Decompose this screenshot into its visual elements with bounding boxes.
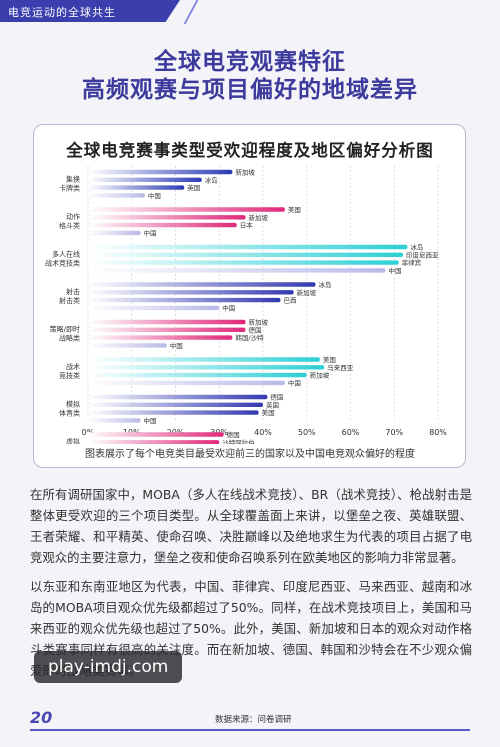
bar <box>88 357 320 362</box>
bar-country-label: 中国 <box>144 228 157 237</box>
category-label: 格斗类 <box>59 221 80 230</box>
category-label: 战略类 <box>59 334 80 343</box>
bar <box>88 343 167 348</box>
bar <box>88 244 408 250</box>
bar <box>88 418 141 423</box>
category-label: 虚拟 <box>66 437 80 444</box>
bar-country-label: 冰岛 <box>319 280 332 289</box>
x-tick-label: 50% <box>298 428 316 437</box>
category-label: 战术竞技类 <box>45 259 80 268</box>
bar-country-label: 中国 <box>222 303 235 312</box>
bar <box>88 305 220 311</box>
footer-divider <box>30 729 470 731</box>
bar-country-label: 新加坡 <box>297 288 317 297</box>
bar-country-label: 韩国/沙特 <box>235 333 264 342</box>
category-label: 卡牌类 <box>59 184 80 193</box>
bar-country-label: 德国 <box>249 325 262 334</box>
chart-caption: 图表展示了每个电竞类目最受欢迎前三的国家以及中国电竞观众偏好的程度 <box>85 449 415 460</box>
bar <box>88 372 307 378</box>
bar <box>88 260 399 265</box>
bar <box>88 177 202 182</box>
bar <box>88 193 145 198</box>
x-tick-label: 0% <box>82 428 95 437</box>
bar-country-label: 德国 <box>227 430 240 439</box>
bar-country-label: 美国 <box>323 355 336 364</box>
bar-country-label: 中国 <box>148 191 161 200</box>
bar <box>88 290 294 295</box>
category-label: 体育类 <box>59 409 80 418</box>
category-label: 多人在线 <box>52 250 80 259</box>
bar-country-label: 日本 <box>240 221 254 230</box>
category-label: 射击类 <box>59 296 80 305</box>
bar <box>88 230 141 236</box>
bar <box>88 222 237 228</box>
bar-country-label: 新加坡 <box>249 318 269 327</box>
bar <box>88 185 185 190</box>
bar <box>88 380 285 386</box>
bar <box>88 319 246 325</box>
bar <box>88 402 263 407</box>
section-tab <box>0 0 180 22</box>
x-tick-label: 40% <box>254 428 272 437</box>
category-label: 集换 <box>66 175 80 184</box>
page-heading-line2: 高频观赛与项目偏好的地域差异 <box>82 77 418 103</box>
x-tick-label: 60% <box>342 428 360 437</box>
bar-country-label: 冰岛 <box>205 175 218 184</box>
bar-country-label: 巴西 <box>284 297 298 305</box>
bar <box>88 215 246 220</box>
bar-country-label: 英国 <box>187 183 200 192</box>
bar-country-label: 德国 <box>270 393 283 402</box>
header-band: 电竞运动的全球共生 <box>0 0 500 26</box>
bar-country-label: 菲律宾 <box>402 258 422 267</box>
bar <box>88 207 285 212</box>
data-source: 数据来源：问卷调研 <box>215 715 292 725</box>
page-number: 20 <box>30 708 53 727</box>
bar-country-label: 冰岛 <box>410 243 423 252</box>
bar-country-label: 印度尼西亚 <box>406 250 439 259</box>
bar <box>88 282 316 287</box>
bar-country-label: 新加坡 <box>235 168 255 177</box>
category-label: 射击 <box>66 287 80 296</box>
x-tick-label: 70% <box>385 428 403 437</box>
page-heading-line1: 全球电竞观赛特征 <box>154 49 346 75</box>
section-title: 电竞运动的全球共生 <box>8 6 116 19</box>
x-tick-label: 80% <box>429 428 447 437</box>
bar-country-label: 新加坡 <box>249 213 269 222</box>
bar <box>88 432 224 437</box>
bar-country-label: 美国 <box>262 408 275 417</box>
bar <box>88 297 281 303</box>
watermark-badge: play-imdj.com <box>34 651 183 683</box>
bar <box>88 440 220 444</box>
category-label: 模拟 <box>66 400 80 409</box>
bar-country-label: 沙特阿拉伯 <box>222 438 255 444</box>
bar-country-label: 英国 <box>266 400 279 409</box>
bar-country-label: 中国 <box>170 341 183 350</box>
bar-country-label: 新加坡 <box>310 371 330 380</box>
bar <box>88 394 268 400</box>
bar-country-label: 中国 <box>144 416 157 425</box>
bar-country-label: 中国 <box>288 378 301 387</box>
category-label: 动作 <box>66 212 80 221</box>
category-label: 竞技类 <box>59 371 80 380</box>
bar <box>88 410 259 415</box>
bar <box>88 252 403 257</box>
bar-chart: 0%10%20%30%40%50%60%70%80%集换卡牌类新加坡冰岛英国中国… <box>45 166 447 444</box>
bar <box>88 268 386 273</box>
bar <box>88 335 233 340</box>
bar-country-label: 马来西亚 <box>327 364 354 372</box>
bar-country-label: 中国 <box>389 266 402 275</box>
bar <box>88 327 246 332</box>
category-label: 战术 <box>66 362 80 371</box>
body-paragraph-1: 在所有调研国家中，MOBA（多人在线战术竞技）、BR（战术竞技）、枪战射击是整体… <box>30 487 472 565</box>
bar <box>88 365 325 370</box>
category-label: 策略/即时 <box>50 325 80 334</box>
chart-title: 全球电竞赛事类型受欢迎程度及地区偏好分析图 <box>66 141 434 160</box>
bar-country-label: 美国 <box>288 205 301 214</box>
bar <box>88 169 233 175</box>
